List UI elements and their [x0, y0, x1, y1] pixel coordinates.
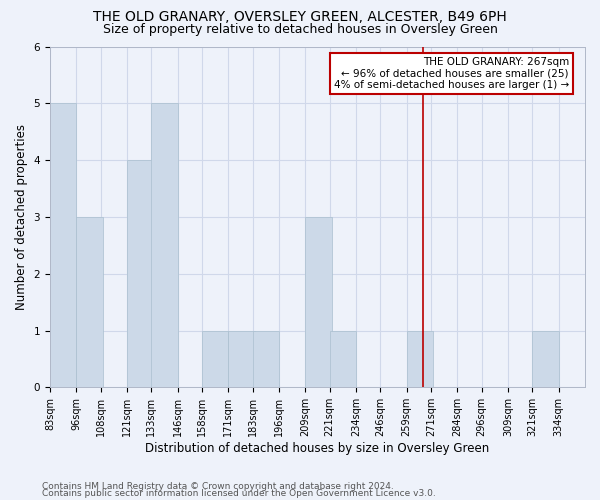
Text: THE OLD GRANARY, OVERSLEY GREEN, ALCESTER, B49 6PH: THE OLD GRANARY, OVERSLEY GREEN, ALCESTE… — [93, 10, 507, 24]
X-axis label: Distribution of detached houses by size in Oversley Green: Distribution of detached houses by size … — [145, 442, 490, 455]
Text: Contains HM Land Registry data © Crown copyright and database right 2024.: Contains HM Land Registry data © Crown c… — [42, 482, 394, 491]
Bar — [228, 330, 254, 388]
Bar — [329, 330, 356, 388]
Y-axis label: Number of detached properties: Number of detached properties — [15, 124, 28, 310]
Bar — [127, 160, 153, 388]
Bar — [76, 217, 103, 388]
Text: Size of property relative to detached houses in Oversley Green: Size of property relative to detached ho… — [103, 22, 497, 36]
Bar — [151, 104, 178, 388]
Bar — [50, 104, 76, 388]
Text: Contains public sector information licensed under the Open Government Licence v3: Contains public sector information licen… — [42, 489, 436, 498]
Bar — [253, 330, 279, 388]
Bar — [305, 217, 332, 388]
Bar — [202, 330, 228, 388]
Bar — [532, 330, 559, 388]
Bar — [407, 330, 433, 388]
Text: THE OLD GRANARY: 267sqm
← 96% of detached houses are smaller (25)
4% of semi-det: THE OLD GRANARY: 267sqm ← 96% of detache… — [334, 56, 569, 90]
